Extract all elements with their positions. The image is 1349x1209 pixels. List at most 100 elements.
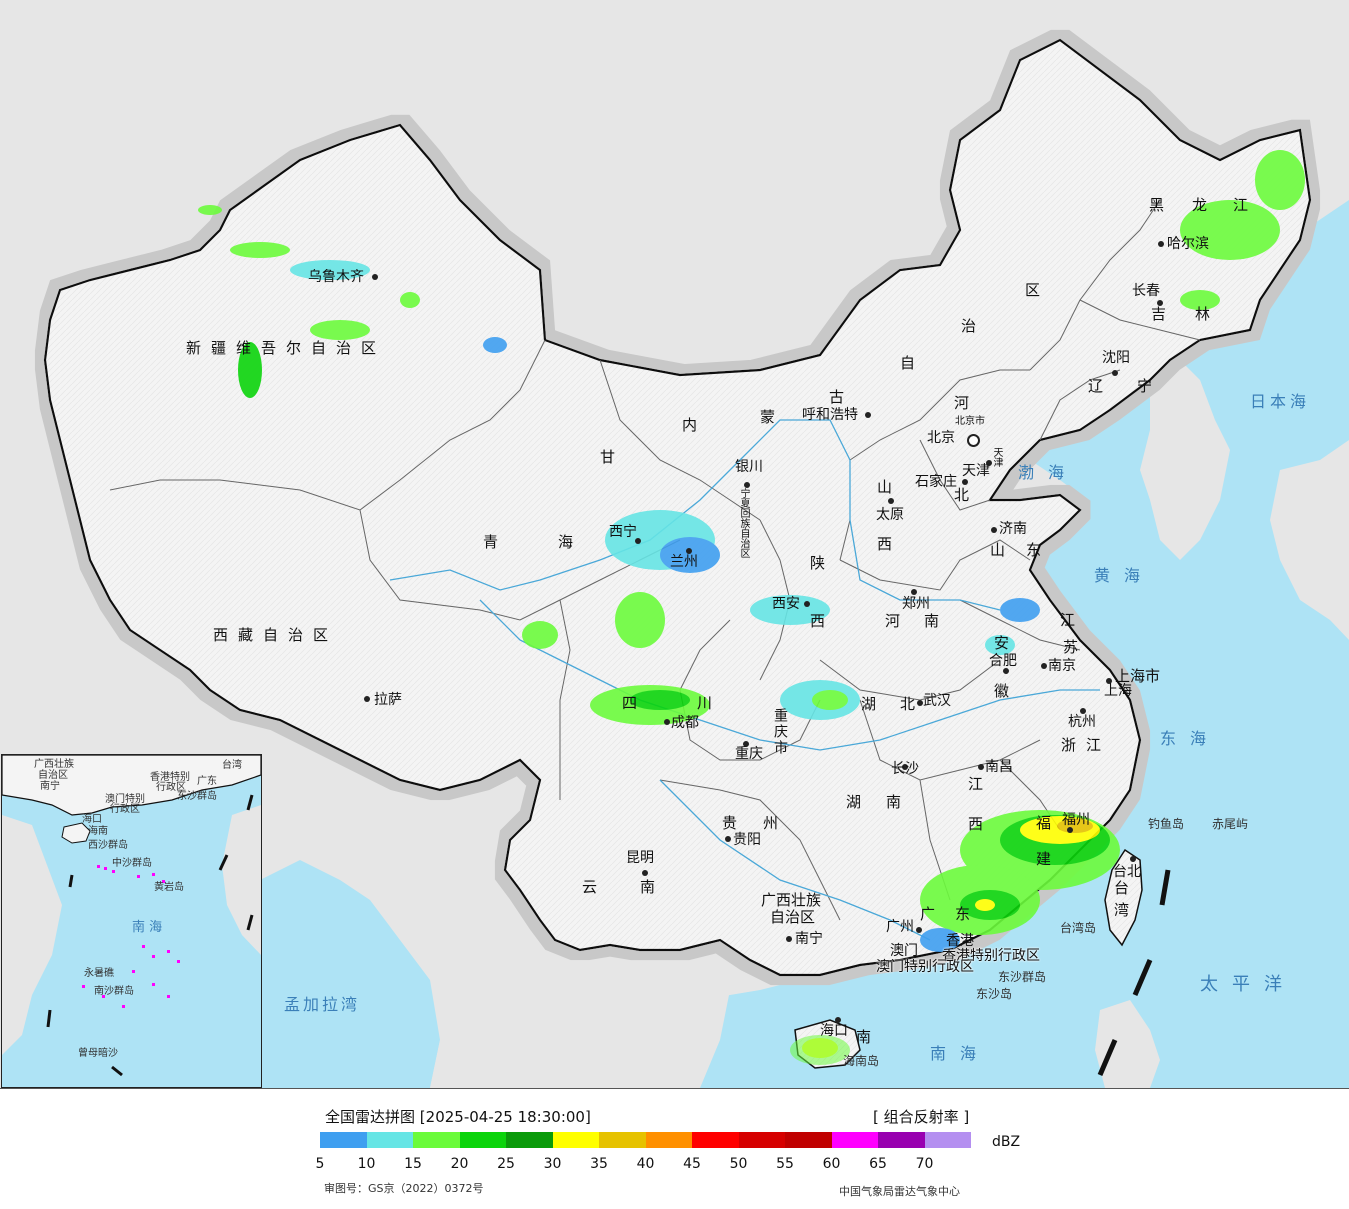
city-beijing: 北京 bbox=[927, 430, 955, 446]
city-hangzhou: 杭州 bbox=[1068, 714, 1096, 730]
legend-tick-label: 30 bbox=[543, 1156, 562, 1172]
island-hainan: 海南岛 bbox=[843, 1054, 880, 1068]
city-dot-huhehaote bbox=[865, 412, 871, 418]
inset-map bbox=[2, 755, 261, 1077]
province-label-shandong-1: 山 bbox=[990, 541, 1016, 559]
legend-color-swatch bbox=[785, 1132, 832, 1148]
inset-label-yongshu: 永暑礁 bbox=[84, 968, 114, 979]
province-label-shaanxi-1: 陕 bbox=[810, 554, 836, 572]
city-dot-tianjin bbox=[986, 460, 992, 466]
radar-echoes bbox=[198, 150, 1305, 1065]
inset-label-nanhai: 南 海 bbox=[132, 920, 163, 935]
island-dongsha-qundao: 东沙群岛 bbox=[998, 970, 1047, 984]
city-hongkong: 香港 bbox=[946, 933, 974, 949]
province-label-gansu: 甘 bbox=[600, 448, 626, 466]
inset-label-hainan: 海南 bbox=[88, 826, 108, 837]
province-label-xizang: 西藏自治区 bbox=[213, 626, 339, 644]
legend-tick-label: 10 bbox=[357, 1156, 376, 1172]
city-hefei: 合肥 bbox=[989, 653, 1017, 669]
inset-label-haikou: 海口 bbox=[82, 814, 102, 825]
sea-label-ribenhai: 日本海 bbox=[1250, 392, 1311, 411]
inset-hainan bbox=[61, 822, 91, 844]
legend-tick-label: 55 bbox=[776, 1156, 794, 1172]
province-label-henan-1: 河 bbox=[885, 612, 911, 630]
city-shanghai: 上海 bbox=[1104, 683, 1132, 699]
province-label-hubei-2: 北 bbox=[900, 695, 926, 713]
inset-mainland bbox=[2, 755, 261, 816]
province-label-yunnan-1: 云 bbox=[582, 878, 608, 896]
legend-color-swatch bbox=[320, 1132, 367, 1148]
city-chengdu: 成都 bbox=[671, 715, 699, 731]
legend-tick-label: 40 bbox=[636, 1156, 655, 1172]
city-lhasa: 拉萨 bbox=[374, 692, 402, 708]
city-dot-lhasa bbox=[364, 696, 370, 702]
city-dot-shenyang bbox=[1112, 370, 1118, 376]
province-label-heilongjiang-3: 江 bbox=[1233, 196, 1259, 214]
province-label-neimeng-1: 内 bbox=[682, 416, 708, 434]
south-china-sea-inset: 广西壮族 自治区 南宁 香港特别 行政区 澳门特别 行政区 东沙群岛 台湾 广东… bbox=[1, 754, 262, 1088]
inset-label-zengmu: 曾母暗沙 bbox=[78, 1048, 118, 1059]
province-label-shanxi-1: 山 bbox=[877, 478, 903, 496]
province-label-neimeng-4: 自 bbox=[900, 354, 926, 372]
province-label-jilin-2: 林 bbox=[1195, 305, 1221, 323]
legend-tick-label: 25 bbox=[497, 1156, 515, 1172]
legend-tick-label: 45 bbox=[683, 1156, 701, 1172]
legend-color-swatch bbox=[878, 1132, 925, 1148]
macau-sar-label: 澳门特别行政区 bbox=[876, 959, 974, 975]
city-jinan: 济南 bbox=[999, 521, 1027, 537]
inset-label-hk: 香港特别 bbox=[150, 772, 190, 783]
legend-tick-label: 20 bbox=[450, 1156, 469, 1172]
city-lanzhou: 兰州 bbox=[670, 554, 698, 570]
legend-color-swatch bbox=[831, 1132, 878, 1148]
province-label-guizhou-1: 贵 bbox=[722, 814, 748, 832]
legend-tick-label: 5 bbox=[315, 1156, 325, 1172]
city-dot-nanchang bbox=[978, 764, 984, 770]
city-dot-wuhan bbox=[917, 700, 923, 706]
province-label-yunnan-2: 南 bbox=[640, 878, 666, 896]
legend-color-swatch bbox=[506, 1132, 553, 1148]
inset-label-xingzheng: 行政区 bbox=[156, 782, 186, 793]
approval-number: 审图号：GS京（2022）0372号 bbox=[324, 1182, 484, 1195]
city-changchun: 长春 bbox=[1132, 283, 1160, 299]
unit-label: dBZ bbox=[992, 1134, 1021, 1150]
taiwan-island bbox=[1104, 848, 1143, 947]
city-kunming: 昆明 bbox=[626, 850, 654, 866]
province-label-hubei-1: 湖 bbox=[861, 695, 887, 713]
province-borders bbox=[109, 199, 1201, 921]
province-label-liaoning-1: 辽 bbox=[1088, 377, 1114, 395]
island-diaoyu: 钓鱼岛 bbox=[1148, 817, 1185, 831]
inset-label-zhongsha: 中沙群岛 bbox=[112, 858, 152, 869]
province-label-neimeng-5: 治 bbox=[961, 317, 987, 335]
city-tianjin: 天津 bbox=[962, 463, 990, 479]
province-label-shandong-2: 东 bbox=[1026, 541, 1052, 559]
city-haerbin: 哈尔滨 bbox=[1167, 236, 1209, 252]
city-dot-taiyuan bbox=[888, 498, 894, 504]
province-label-guangxi-1: 广西壮族 bbox=[761, 891, 822, 909]
province-label-anhui-2: 徽 bbox=[994, 682, 1020, 700]
city-dot-zhengzhou bbox=[911, 589, 917, 595]
city-xining: 西宁 bbox=[609, 524, 637, 540]
province-label-taiwan-1: 台 bbox=[1114, 879, 1140, 897]
city-dot-haikou bbox=[835, 1017, 841, 1023]
province-label-jiangxi-2: 西 bbox=[968, 815, 994, 833]
inset-label-nansha: 南沙群岛 bbox=[94, 986, 134, 997]
hk-sar-label: 香港特别行政区 bbox=[942, 948, 1040, 964]
legend-color-swatch bbox=[924, 1132, 971, 1148]
inset-label-xisha: 西沙群岛 bbox=[88, 840, 128, 851]
province-label-tianjin: 天津 bbox=[991, 447, 1002, 467]
province-label-beijing: 北京市 bbox=[955, 416, 985, 427]
province-label-guangdong-1: 广 bbox=[920, 905, 946, 923]
legend-tick-label: 70 bbox=[915, 1156, 934, 1172]
city-xian: 西安 bbox=[772, 596, 800, 612]
island-taiwan: 台湾岛 bbox=[1060, 921, 1097, 935]
legend-color-swatch bbox=[552, 1132, 599, 1148]
city-dot-guangzhou bbox=[916, 927, 922, 933]
inset-label-guangxi: 广西壮族 bbox=[34, 759, 74, 770]
sea-label-bohai: 渤海 bbox=[1018, 463, 1079, 482]
city-shijiazhuang: 石家庄 bbox=[915, 474, 957, 490]
province-label-jiangsu-2: 苏 bbox=[1063, 638, 1089, 656]
luzon bbox=[1095, 1000, 1160, 1088]
city-wuhan: 武汉 bbox=[923, 693, 951, 709]
province-label-neimeng-6: 区 bbox=[1025, 281, 1051, 299]
legend-color-swatch bbox=[692, 1132, 739, 1148]
